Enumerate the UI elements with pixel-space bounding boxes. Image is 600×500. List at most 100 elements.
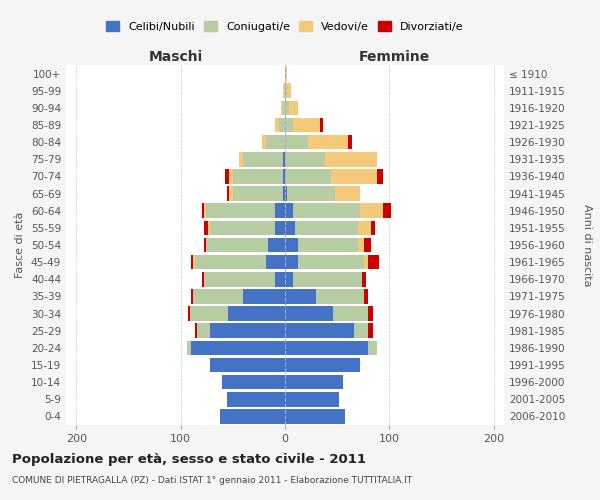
Bar (335, 186, 360, 201)
Bar (266, 135, 285, 150)
Bar (188, 306, 190, 321)
Bar (268, 238, 285, 252)
Bar (368, 340, 377, 355)
Bar (364, 238, 371, 252)
Bar (203, 272, 275, 286)
Y-axis label: Fasce di età: Fasce di età (16, 212, 25, 278)
Bar (187, 340, 191, 355)
Bar (275, 220, 285, 235)
Bar (285, 169, 331, 184)
Bar (331, 169, 377, 184)
Bar (210, 220, 275, 235)
Bar (203, 238, 206, 252)
Bar (239, 152, 243, 166)
Bar (377, 169, 383, 184)
Bar (285, 204, 293, 218)
Bar (383, 204, 391, 218)
Y-axis label: Anni di nascita: Anni di nascita (582, 204, 592, 286)
Bar (202, 204, 203, 218)
Bar (285, 84, 287, 98)
Bar (316, 289, 364, 304)
Bar (287, 186, 335, 201)
Bar (275, 204, 285, 218)
Bar (227, 306, 285, 321)
Bar (283, 84, 285, 98)
Legend: Celibi/Nubili, Coniugati/e, Vedovi/e, Divorziati/e: Celibi/Nubili, Coniugati/e, Vedovi/e, Di… (102, 16, 468, 36)
Bar (229, 169, 233, 184)
Bar (293, 204, 360, 218)
Bar (362, 272, 367, 286)
Bar (285, 255, 298, 270)
Bar (287, 84, 291, 98)
Bar (283, 100, 285, 115)
Bar (202, 272, 203, 286)
Bar (364, 255, 368, 270)
Bar (285, 100, 289, 115)
Bar (325, 152, 377, 166)
Bar (281, 100, 283, 115)
Text: Maschi: Maschi (148, 50, 203, 64)
Bar (368, 324, 373, 338)
Bar (275, 272, 285, 286)
Bar (364, 289, 368, 304)
Bar (206, 238, 268, 252)
Bar (227, 392, 285, 406)
Bar (285, 186, 287, 201)
Bar (196, 324, 197, 338)
Bar (285, 220, 295, 235)
Bar (191, 289, 193, 304)
Bar (203, 220, 208, 235)
Bar (293, 118, 320, 132)
Bar (224, 169, 229, 184)
Bar (193, 289, 243, 304)
Bar (298, 238, 358, 252)
Bar (233, 169, 283, 184)
Bar (190, 306, 227, 321)
Bar (193, 255, 196, 270)
Bar (298, 255, 364, 270)
Bar (233, 186, 283, 201)
Bar (354, 324, 368, 338)
Bar (285, 152, 325, 166)
Bar (275, 118, 279, 132)
Bar (368, 306, 373, 321)
Bar (285, 238, 298, 252)
Bar (203, 204, 206, 218)
Bar (285, 392, 339, 406)
Bar (206, 204, 275, 218)
Bar (347, 135, 352, 150)
Bar (285, 358, 360, 372)
Bar (210, 324, 285, 338)
Bar (279, 118, 285, 132)
Bar (191, 340, 285, 355)
Bar (360, 204, 383, 218)
Bar (191, 255, 193, 270)
Bar (262, 135, 266, 150)
Bar (220, 409, 285, 424)
Bar (229, 186, 233, 201)
Bar (223, 375, 285, 390)
Bar (285, 340, 368, 355)
Bar (285, 324, 354, 338)
Bar (293, 272, 362, 286)
Bar (285, 306, 333, 321)
Bar (266, 255, 285, 270)
Bar (285, 66, 287, 81)
Bar (283, 169, 285, 184)
Bar (289, 100, 298, 115)
Bar (285, 135, 308, 150)
Bar (358, 238, 364, 252)
Bar (208, 220, 210, 235)
Bar (285, 289, 316, 304)
Bar (243, 289, 285, 304)
Bar (283, 152, 285, 166)
Bar (308, 135, 347, 150)
Bar (295, 220, 358, 235)
Bar (320, 118, 323, 132)
Bar (371, 220, 374, 235)
Bar (285, 272, 293, 286)
Bar (227, 186, 229, 201)
Bar (283, 186, 285, 201)
Bar (197, 324, 210, 338)
Bar (285, 118, 293, 132)
